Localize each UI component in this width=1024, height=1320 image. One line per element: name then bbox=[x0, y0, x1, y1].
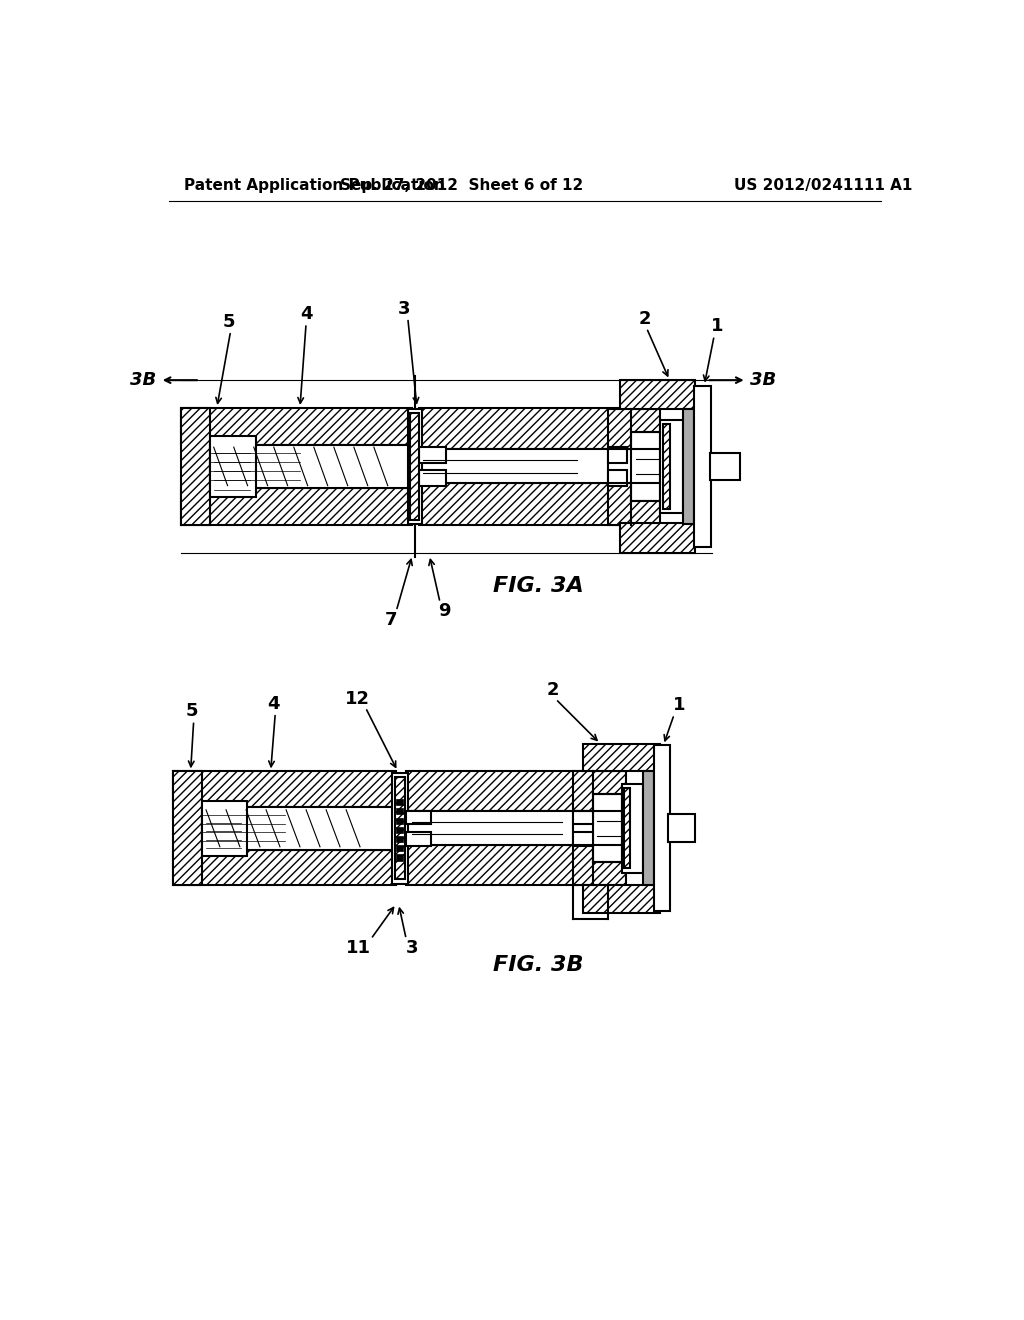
Bar bbox=[396, 808, 403, 814]
Bar bbox=[173, 771, 202, 886]
Bar bbox=[663, 424, 671, 508]
Text: 5: 5 bbox=[186, 702, 199, 721]
Text: 4: 4 bbox=[267, 694, 280, 713]
Bar bbox=[608, 447, 628, 462]
Bar bbox=[419, 408, 620, 449]
Bar bbox=[419, 470, 446, 486]
Bar bbox=[660, 420, 683, 512]
Text: 3B: 3B bbox=[750, 371, 776, 389]
Bar bbox=[407, 812, 584, 845]
Bar bbox=[180, 488, 412, 525]
Bar bbox=[620, 380, 695, 409]
Bar bbox=[173, 771, 396, 807]
Bar bbox=[180, 408, 412, 445]
Bar bbox=[408, 409, 422, 524]
Bar bbox=[419, 447, 446, 462]
Text: 5: 5 bbox=[223, 313, 236, 330]
Text: Sep. 27, 2012  Sheet 6 of 12: Sep. 27, 2012 Sheet 6 of 12 bbox=[340, 178, 584, 193]
Text: 2: 2 bbox=[546, 681, 559, 698]
Bar bbox=[573, 832, 593, 846]
Bar bbox=[608, 450, 660, 483]
Bar bbox=[396, 845, 403, 851]
Bar bbox=[643, 771, 654, 886]
Bar bbox=[622, 784, 643, 873]
Bar bbox=[407, 810, 431, 825]
Bar bbox=[710, 453, 740, 480]
Text: 4: 4 bbox=[300, 305, 312, 323]
Bar bbox=[202, 807, 396, 850]
Bar bbox=[396, 854, 403, 861]
Bar bbox=[593, 795, 622, 862]
Text: 3B: 3B bbox=[130, 371, 157, 389]
Bar bbox=[573, 810, 593, 825]
Bar bbox=[654, 744, 670, 911]
Bar bbox=[407, 845, 584, 886]
Bar bbox=[620, 524, 695, 553]
Bar bbox=[202, 800, 247, 857]
Text: 12: 12 bbox=[345, 690, 371, 708]
Text: FIG. 3A: FIG. 3A bbox=[494, 576, 584, 595]
Text: 7: 7 bbox=[385, 611, 397, 630]
Bar bbox=[210, 445, 412, 488]
Text: 1: 1 bbox=[673, 696, 685, 714]
Text: 1: 1 bbox=[711, 317, 724, 335]
Text: US 2012/0241111 A1: US 2012/0241111 A1 bbox=[734, 178, 912, 193]
Bar bbox=[584, 743, 660, 771]
Bar bbox=[419, 450, 620, 483]
Bar bbox=[631, 432, 660, 502]
Text: Patent Application Publication: Patent Application Publication bbox=[184, 178, 445, 193]
Bar bbox=[410, 413, 419, 520]
Bar bbox=[392, 774, 408, 884]
Bar bbox=[396, 799, 403, 805]
Bar bbox=[394, 777, 406, 879]
Bar bbox=[573, 771, 626, 886]
Bar bbox=[210, 436, 256, 498]
Bar bbox=[584, 886, 660, 913]
Bar bbox=[173, 850, 396, 886]
Bar bbox=[396, 826, 403, 833]
Bar bbox=[407, 832, 431, 846]
Bar bbox=[608, 409, 660, 525]
Bar bbox=[668, 814, 695, 842]
Bar bbox=[407, 771, 584, 812]
Text: 3: 3 bbox=[406, 939, 418, 957]
Bar bbox=[419, 483, 620, 525]
Bar bbox=[396, 817, 403, 824]
Bar bbox=[608, 470, 628, 486]
Text: FIG. 3B: FIG. 3B bbox=[494, 956, 584, 975]
Bar bbox=[683, 409, 694, 524]
Text: 11: 11 bbox=[346, 939, 371, 957]
Text: 3: 3 bbox=[397, 300, 411, 318]
Bar bbox=[625, 788, 631, 869]
Text: 2: 2 bbox=[639, 310, 651, 327]
Text: 9: 9 bbox=[438, 602, 451, 620]
Bar bbox=[180, 408, 210, 525]
Bar bbox=[396, 836, 403, 842]
Bar bbox=[694, 385, 711, 548]
Bar bbox=[573, 812, 626, 845]
